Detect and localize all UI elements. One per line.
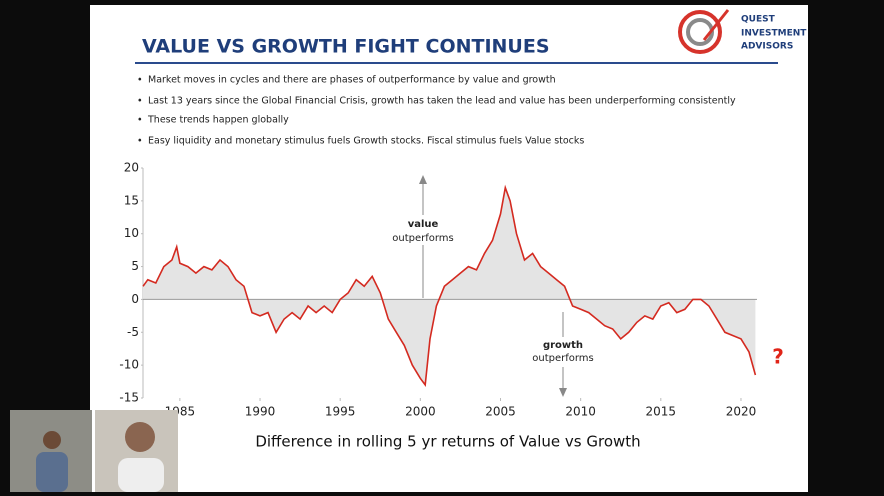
logo-arrow [702,9,730,41]
annotation-bg [528,337,598,367]
bullet-dot: • [137,136,143,147]
webcam-person [125,422,155,452]
y-tick-label: -5 [127,325,139,339]
y-tick-label: 15 [124,193,139,207]
area [143,187,756,385]
logo-text: INVESTMENT [741,29,807,39]
webcams [10,410,178,492]
y-tick-label: 0 [131,292,139,306]
logo-ring [678,10,722,54]
annotation-bg [390,215,456,245]
bullet: Market moves in cycles and there are pha… [148,75,556,86]
webcam-person [36,452,68,492]
arrow-head [419,175,427,184]
webcam-person [43,431,61,449]
x-tick-label: 2010 [565,405,596,419]
logo-text: ADVISORS [741,42,793,52]
x-tick-label: 2015 [646,405,677,419]
arrow-head [559,388,567,397]
annotation: ? [772,345,784,369]
bullet-dot: • [137,115,143,126]
annotation: value [408,219,439,230]
y-tick-label: -15 [119,391,139,405]
x-tick-label: 1990 [245,405,276,419]
y-tick-label: 10 [124,226,139,240]
line [142,184,757,388]
logo-text: QUEST [741,15,776,25]
y-tick-label: -10 [119,358,139,372]
bullet: Easy liquidity and monetary stimulus fue… [148,136,584,147]
caption: Difference in rolling 5 yr returns of Va… [255,433,640,451]
annotation: outperforms [392,233,454,244]
logo: QUEST INVESTMENT ADVISORS [678,9,807,54]
x-tick-label: 2020 [726,405,757,419]
webcam-person [118,458,164,492]
annotation: growth [543,340,583,351]
bullet-dot: • [137,75,143,86]
x-tick-label: 1995 [325,405,356,419]
bullets: • Market moves in cycles and there are p… [137,75,736,147]
bullet: These trends happen globally [147,115,289,126]
x-tick-label: 2000 [405,405,436,419]
bullet-dot: • [137,96,143,107]
bullet: Last 13 years since the Global Financial… [148,96,736,107]
slide-title: VALUE VS GROWTH FIGHT CONTINUES [142,36,550,58]
y-tick-label: 5 [131,259,139,273]
x-tick-label: 2005 [485,405,516,419]
annotation: outperforms [532,353,594,364]
slide [90,5,808,492]
y-tick-label: 20 [124,161,139,175]
